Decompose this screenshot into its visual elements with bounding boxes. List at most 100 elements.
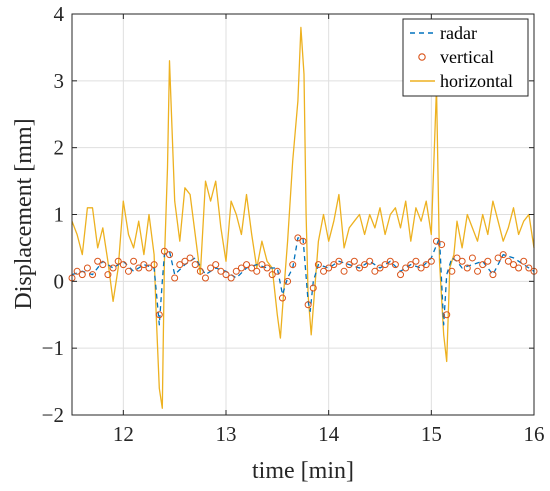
vertical-marker [402, 264, 410, 272]
vertical-marker [489, 271, 497, 279]
x-tick-labels: 12 13 14 15 16 [113, 422, 545, 446]
vertical-marker [263, 264, 271, 272]
vertical-marker [73, 267, 81, 275]
vertical-marker [417, 264, 425, 272]
x-tick-label: 13 [216, 422, 237, 446]
vertical-marker [248, 264, 256, 272]
x-tick-label: 15 [421, 422, 442, 446]
vertical-marker [160, 247, 168, 255]
vertical-marker [186, 254, 194, 262]
vertical-marker [278, 294, 286, 302]
vertical-marker [140, 261, 148, 269]
vertical-marker [330, 261, 338, 269]
vertical-marker [345, 261, 353, 269]
vertical-marker [289, 261, 297, 269]
vertical-marker [361, 261, 369, 269]
vertical-marker [130, 257, 138, 265]
x-tick-label: 12 [113, 422, 134, 446]
y-tick-label: −1 [42, 336, 64, 360]
vertical-marker [196, 267, 204, 275]
vertical-marker [104, 271, 112, 279]
vertical-marker [371, 267, 379, 275]
vertical-marker [109, 264, 117, 272]
vertical-marker [191, 261, 199, 269]
legend-vertical-swatch [418, 53, 426, 61]
vertical-marker [201, 274, 209, 282]
vertical-marker [99, 261, 107, 269]
x-tick-label: 14 [318, 422, 340, 446]
vertical-marker [314, 261, 322, 269]
vertical-marker [237, 264, 245, 272]
vertical-marker [350, 257, 358, 265]
vertical-marker [458, 257, 466, 265]
vertical-marker [155, 311, 163, 319]
vertical-marker [453, 254, 461, 262]
y-tick-label: 0 [54, 269, 65, 293]
y-tick-label: 4 [54, 2, 65, 26]
vertical-marker [468, 254, 476, 262]
vertical-marker [391, 261, 399, 269]
vertical-marker [145, 264, 153, 272]
vertical-marker [515, 264, 523, 272]
vertical-marker [232, 267, 240, 275]
vertical-marker [443, 311, 451, 319]
vertical-marker [222, 271, 230, 279]
vertical-marker [217, 267, 225, 275]
vertical-marker [212, 261, 220, 269]
vertical-marker [448, 267, 456, 275]
vertical-marker [150, 261, 158, 269]
vertical-marker [386, 257, 394, 265]
legend-radar-label: radar [440, 23, 477, 43]
vertical-marker [479, 261, 487, 269]
vertical-marker [412, 257, 420, 265]
vertical-marker [320, 267, 328, 275]
vertical-marker [94, 257, 102, 265]
vertical-marker [381, 261, 389, 269]
vertical-marker [176, 261, 184, 269]
vertical-marker [499, 251, 507, 259]
vertical-marker [181, 257, 189, 265]
vertical-marker [494, 254, 502, 262]
vertical-marker [463, 264, 471, 272]
vertical-marker [83, 264, 91, 272]
vertical-marker [119, 261, 127, 269]
y-axis-title: Displacement [mm] [11, 118, 37, 309]
y-tick-labels: −2 −1 0 1 2 3 4 [42, 2, 65, 427]
vertical-marker [376, 264, 384, 272]
legend-vertical-label: vertical [440, 47, 494, 67]
vertical-marker [114, 257, 122, 265]
vertical-marker [166, 251, 174, 259]
radar-series-line [71, 237, 535, 326]
y-tick-label: 2 [54, 136, 65, 160]
horizontal-series-line [71, 26, 535, 409]
vertical-marker [207, 264, 215, 272]
x-tick-label: 16 [524, 422, 545, 446]
vertical-marker [268, 271, 276, 279]
legend-horizontal-label: horizontal [440, 71, 513, 91]
vertical-marker [171, 274, 179, 282]
legend: radar vertical horizontal [402, 18, 529, 97]
vertical-marker [284, 277, 292, 285]
vertical-marker [504, 257, 512, 265]
axis-ticks [72, 13, 535, 416]
vertical-marker [432, 237, 440, 245]
vertical-marker [484, 257, 492, 265]
vertical-marker [299, 237, 307, 245]
vertical-marker [227, 274, 235, 282]
vertical-marker [258, 261, 266, 269]
y-tick-label: 3 [54, 69, 65, 93]
vertical-marker [340, 267, 348, 275]
vertical-marker [397, 271, 405, 279]
y-tick-label: 1 [54, 203, 65, 227]
vertical-marker [422, 261, 430, 269]
vertical-marker [474, 267, 482, 275]
vertical-marker [407, 261, 415, 269]
vertical-marker [325, 264, 333, 272]
vertical-marker [253, 267, 261, 275]
vertical-marker [509, 261, 517, 269]
vertical-marker [355, 264, 363, 272]
vertical-marker [309, 284, 317, 292]
vertical-marker [427, 257, 435, 265]
series-layer [68, 26, 538, 409]
